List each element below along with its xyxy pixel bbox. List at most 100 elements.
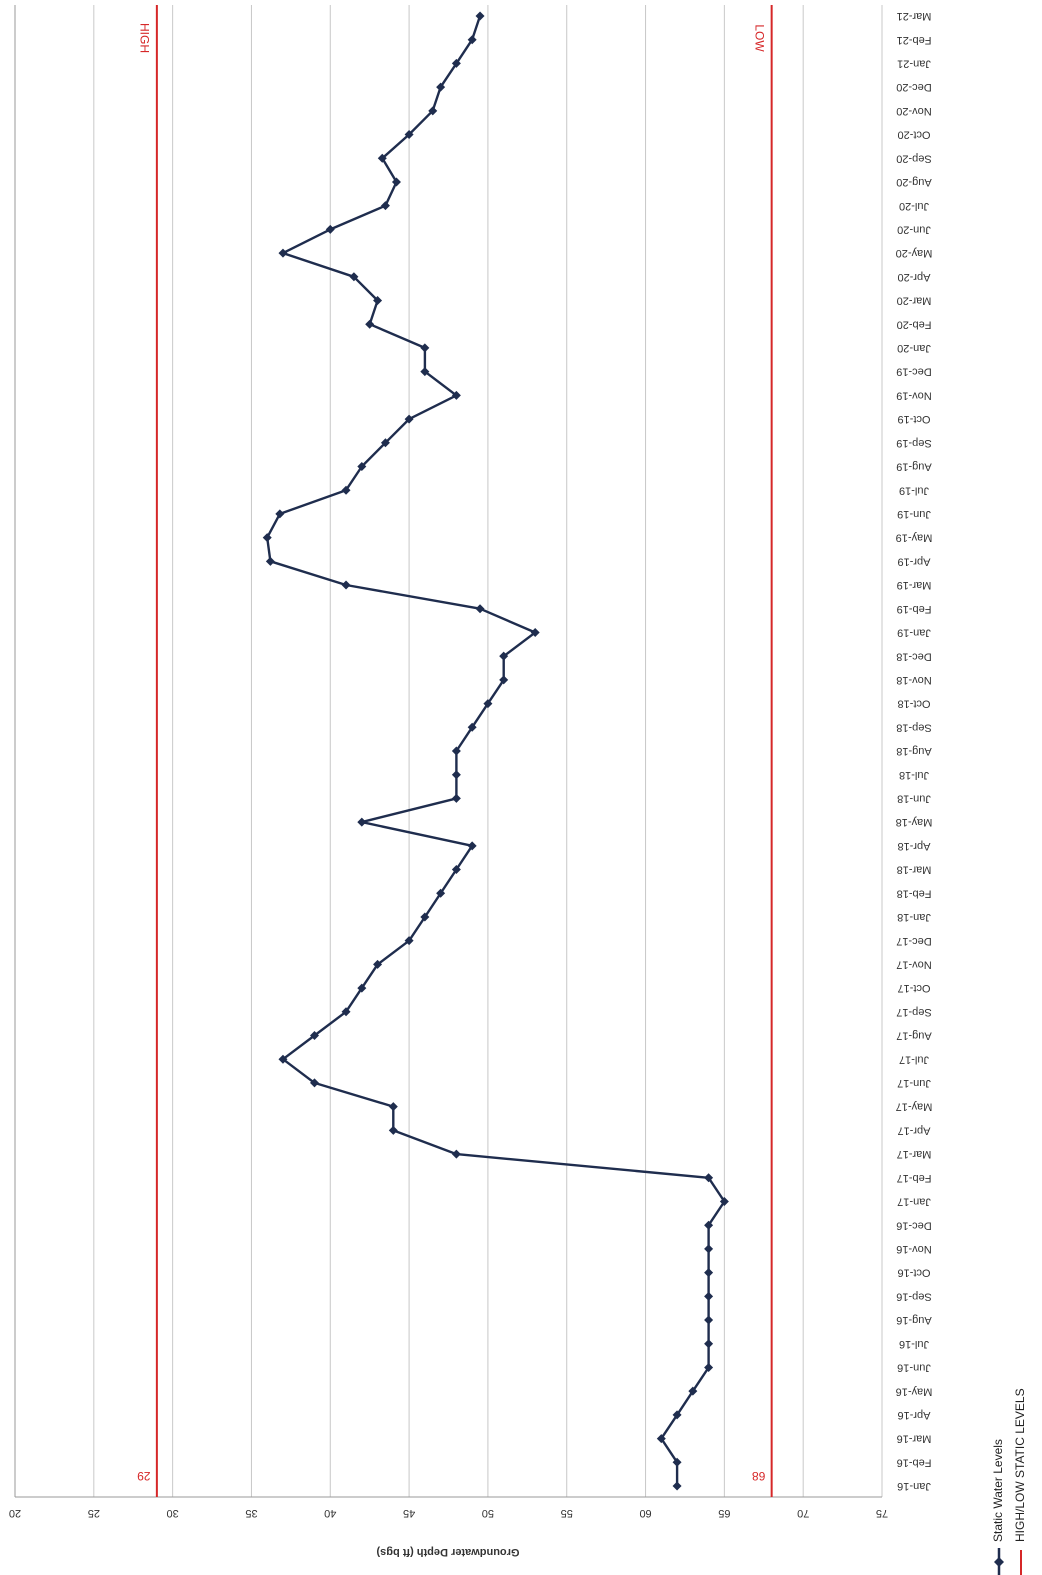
data-point-Nov-20 — [428, 106, 438, 116]
data-point-Oct-16 — [704, 1268, 714, 1278]
gridlines — [93, 5, 883, 1497]
y-tick-label-75: 75 — [876, 1507, 888, 1519]
x-tick-label-Apr-19: Apr-19 — [897, 555, 930, 567]
data-point-Nov-17 — [373, 959, 383, 969]
reference-lines: HIGH 29 LOW 68 — [137, 5, 773, 1497]
data-point-Jul-18 — [451, 770, 461, 780]
data-point-Aug-20 — [391, 177, 401, 187]
data-point-Aug-18 — [451, 746, 461, 756]
x-tick-label-Sep-17: Sep-17 — [896, 1006, 931, 1018]
data-point-Dec-19 — [420, 367, 430, 377]
x-tick-label-Jan-17: Jan-17 — [897, 1196, 931, 1208]
x-tick-label-Aug-16: Aug-16 — [896, 1314, 931, 1326]
y-tick-label-35: 35 — [245, 1507, 257, 1519]
x-tick-label-Sep-19: Sep-19 — [896, 437, 931, 449]
data-point-Aug-19 — [357, 461, 367, 471]
data-point-May-18 — [357, 817, 367, 827]
x-tick-label-Jan-20: Jan-20 — [897, 342, 931, 354]
data-point-Aug-16 — [704, 1315, 714, 1325]
x-tick-label-Feb-21: Feb-21 — [897, 34, 932, 46]
x-tick-label-Mar-20: Mar-20 — [897, 295, 932, 307]
data-point-Aug-17 — [310, 1031, 320, 1041]
data-point-Jun-20 — [325, 224, 335, 234]
x-tick-label-Feb-17: Feb-17 — [897, 1172, 932, 1184]
data-point-Nov-18 — [499, 675, 509, 685]
x-tick-label-Sep-20: Sep-20 — [896, 152, 931, 164]
x-tick-label-Aug-20: Aug-20 — [896, 176, 931, 188]
data-point-Jan-16 — [672, 1481, 682, 1491]
x-tick-label-Mar-17: Mar-17 — [897, 1148, 932, 1160]
x-tick-label-Aug-17: Aug-17 — [896, 1030, 931, 1042]
x-tick-label-Apr-17: Apr-17 — [897, 1124, 930, 1136]
x-tick-label-Nov-17: Nov-17 — [896, 958, 931, 970]
y-axis-title: Groundwater Depth (ft bgs) — [376, 1546, 519, 1558]
x-tick-label-Dec-18: Dec-18 — [896, 650, 931, 662]
data-point-Jan-20 — [420, 343, 430, 353]
x-tick-label-May-16: May-16 — [896, 1385, 933, 1397]
x-tick-label-Jan-16: Jan-16 — [897, 1480, 931, 1492]
x-tick-label-May-18: May-18 — [896, 816, 933, 828]
data-point-Sep-17 — [341, 1007, 351, 1017]
x-tick-label-Oct-16: Oct-16 — [897, 1267, 930, 1279]
x-tick-label-Jan-18: Jan-18 — [897, 911, 931, 923]
data-point-May-16 — [688, 1386, 698, 1396]
legend-label-1: HIGH/LOW STATIC LEVELS — [1013, 1388, 1027, 1542]
x-tick-label-Sep-16: Sep-16 — [896, 1290, 931, 1302]
y-tick-label-45: 45 — [403, 1507, 415, 1519]
data-point-Jun-18 — [451, 793, 461, 803]
x-tick-label-Mar-18: Mar-18 — [897, 864, 932, 876]
data-point-Sep-18 — [467, 722, 477, 732]
data-point-Oct-18 — [483, 699, 493, 709]
data-point-Jan-21 — [451, 58, 461, 68]
legend-marker-diamond — [994, 1557, 1004, 1567]
data-point-Feb-17 — [704, 1173, 714, 1183]
x-tick-label-May-19: May-19 — [896, 532, 933, 544]
data-point-Apr-18 — [467, 841, 477, 851]
data-point-Feb-18 — [436, 888, 446, 898]
data-point-Mar-19 — [341, 580, 351, 590]
reference-value-high: 29 — [137, 1469, 151, 1483]
data-point-Feb-20 — [365, 319, 375, 329]
x-tick-label-Mar-19: Mar-19 — [897, 579, 932, 591]
legend: Static Water Levels HIGH/LOW STATIC LEVEL… — [991, 1388, 1027, 1575]
x-tick-label-Dec-16: Dec-16 — [896, 1219, 931, 1231]
data-point-Dec-18 — [499, 651, 509, 661]
x-tick-label-Nov-18: Nov-18 — [896, 674, 931, 686]
y-tick-label-30: 30 — [167, 1507, 179, 1519]
data-point-Feb-21 — [467, 35, 477, 45]
x-tick-label-May-20: May-20 — [896, 247, 933, 259]
x-tick-label-Feb-19: Feb-19 — [897, 603, 932, 615]
x-tick-label-Dec-20: Dec-20 — [896, 81, 931, 93]
data-point-May-20 — [278, 248, 288, 258]
data-point-Sep-19 — [380, 438, 390, 448]
data-point-Nov-19 — [451, 390, 461, 400]
legend-label-0: Static Water Levels — [991, 1439, 1005, 1542]
x-tick-label-Mar-21: Mar-21 — [897, 10, 932, 22]
data-point-Jul-20 — [380, 201, 390, 211]
data-point-Oct-17 — [357, 983, 367, 993]
series-line — [266, 15, 726, 1486]
x-tick-label-Oct-18: Oct-18 — [897, 698, 930, 710]
data-point-Jul-17 — [278, 1054, 288, 1064]
x-tick-label-Apr-16: Apr-16 — [897, 1409, 930, 1421]
x-tick-label-Feb-18: Feb-18 — [897, 887, 932, 899]
data-point-Jan-17 — [719, 1196, 729, 1206]
data-point-Jun-16 — [704, 1362, 714, 1372]
x-tick-label-Oct-17: Oct-17 — [897, 982, 930, 994]
y-tick-label-25: 25 — [88, 1507, 100, 1519]
y-tick-label-20: 20 — [9, 1507, 21, 1519]
data-point-Dec-16 — [704, 1220, 714, 1230]
x-tick-label-Aug-18: Aug-18 — [896, 745, 931, 757]
x-tick-label-Apr-20: Apr-20 — [897, 271, 930, 283]
axes: 20 25 30 35 40 45 50 55 60 65 70 75 Groundwater Dept… — [9, 5, 932, 1558]
x-tick-label-Jun-16: Jun-16 — [897, 1362, 931, 1374]
reference-label-high: HIGH — [138, 23, 152, 53]
data-point-Oct-19 — [404, 414, 414, 424]
y-tick-label-55: 55 — [561, 1507, 573, 1519]
data-point-May-17 — [388, 1102, 398, 1112]
x-tick-label-Jun-19: Jun-19 — [897, 508, 931, 520]
y-tick-label-50: 50 — [482, 1507, 494, 1519]
data-point-Sep-20 — [377, 153, 387, 163]
data-point-Feb-19 — [475, 604, 485, 614]
